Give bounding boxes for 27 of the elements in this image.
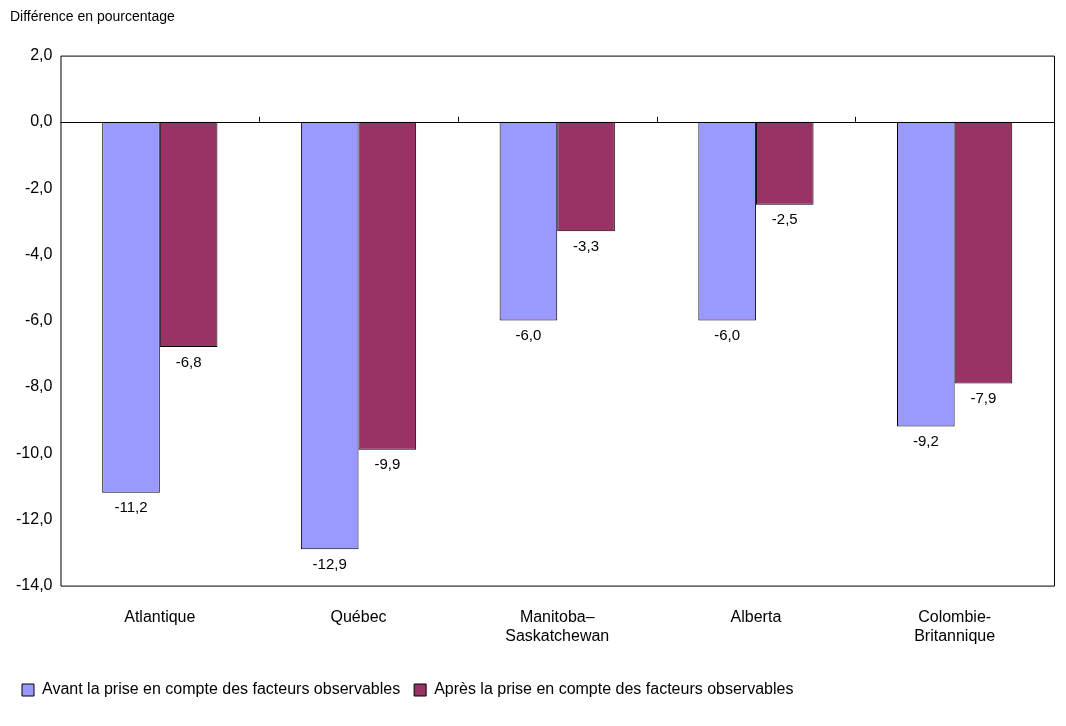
y-tick-label: -10,0 (16, 443, 53, 461)
data-label: -2,5 (771, 210, 798, 228)
x-tick-label: Alberta (730, 607, 782, 625)
y-tick-label: -2,0 (24, 178, 53, 196)
y-tick-label: -12,0 (16, 509, 53, 527)
x-tick-label: Atlantique (124, 607, 196, 625)
y-tick-label: 0,0 (30, 112, 53, 130)
legend-label: Après la prise en compte des facteurs observables (434, 680, 794, 698)
data-label: -7,9 (970, 389, 997, 407)
y-tick-label: -4,0 (24, 244, 53, 262)
x-tick-label: Manitoba–Saskatchewan (505, 607, 610, 644)
data-label: -9,2 (912, 432, 939, 450)
x-tick-label: Colombie-Britannique (914, 607, 996, 644)
y-tick-label: 2,0 (30, 46, 53, 64)
y-tick-label: -6,0 (24, 311, 53, 329)
x-tick-label: Québec (330, 607, 387, 625)
data-label: -11,2 (114, 498, 148, 516)
y-tick-label: -14,0 (16, 576, 53, 594)
y-axis-title: Différence en pourcentage (10, 8, 176, 24)
y-tick-label: -8,0 (24, 377, 53, 395)
data-label: -12,9 (312, 554, 347, 572)
legend-label: Avant la prise en compte des facteurs observables (42, 680, 401, 698)
data-label: -6,8 (175, 352, 202, 370)
data-label: -6,0 (714, 326, 741, 344)
data-label: -9,9 (374, 455, 401, 473)
data-label: -3,3 (573, 236, 599, 254)
data-label: -6,0 (515, 326, 542, 344)
